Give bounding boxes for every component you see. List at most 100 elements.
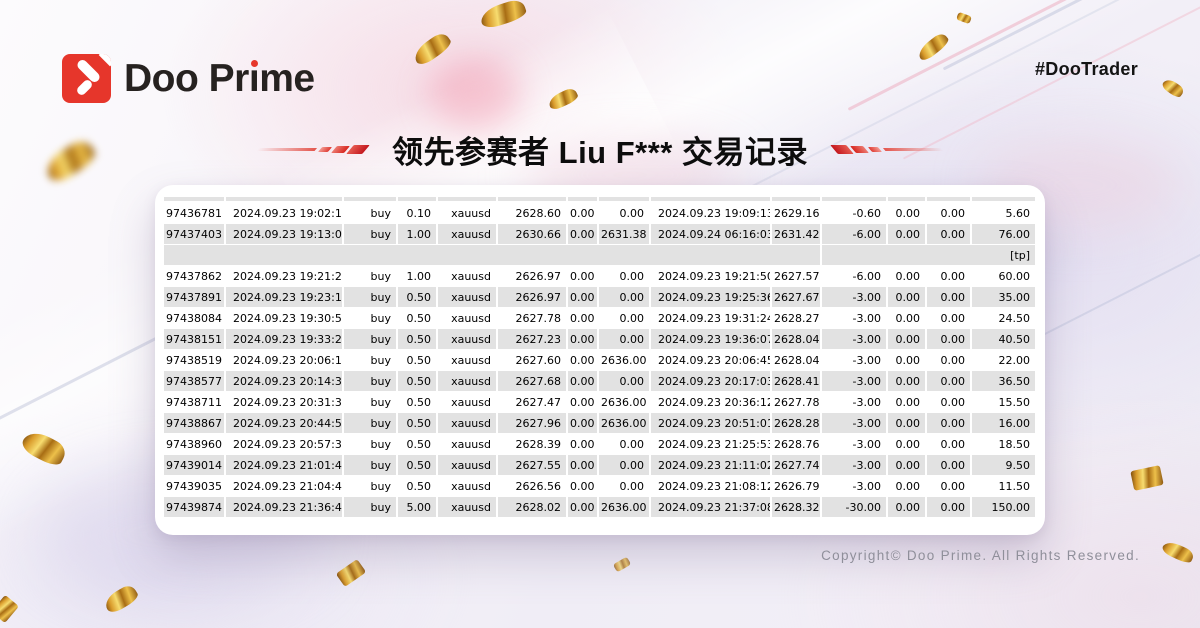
cell-close_time: 2024.09.23 19:31:24 — [650, 307, 772, 329]
cell-symbol: xauusd — [437, 307, 498, 329]
confetti-gold — [612, 556, 632, 573]
cell-taxes: 0.00 — [887, 391, 927, 413]
speed-lines-left-icon — [256, 138, 370, 162]
cell-sl: 0.00 — [567, 496, 599, 518]
comment-row-spacer — [164, 244, 822, 266]
confetti-gold — [546, 86, 580, 112]
wordmark-part: me — [259, 57, 315, 100]
cell-size: 0.50 — [397, 412, 438, 434]
cell-symbol: xauusd — [437, 433, 498, 455]
cell-commission: -3.00 — [821, 328, 888, 350]
cell-symbol: xauusd — [437, 391, 498, 413]
cell-taxes: 0.00 — [887, 454, 927, 476]
cell-open_price: 2627.60 — [497, 349, 568, 371]
cell-ticket: 97439035 — [164, 475, 226, 497]
table-row: 97437862 2024.09.23 19:21:22 buy 1.00 xauusd… — [164, 265, 1037, 287]
table-row: 97438711 2024.09.23 20:31:33 buy 0.50 xauusd… — [164, 391, 1037, 413]
cell-open_price: 2627.78 — [497, 307, 568, 329]
cell-profit: 76.00 — [971, 223, 1037, 245]
trade-table-body: 97436781 2024.09.23 19:02:17 buy 0.10 xauusd… — [164, 197, 1037, 518]
table-row: 97438519 2024.09.23 20:06:17 buy 0.50 xauusd… — [164, 349, 1037, 371]
cell-tp: 0.00 — [598, 328, 651, 350]
cell-close_price: 2629.16 — [771, 202, 822, 224]
cell-tp: 0.00 — [598, 454, 651, 476]
cell-size: 0.10 — [397, 202, 438, 224]
cell-ticket: 97438960 — [164, 433, 226, 455]
cell-type: buy — [343, 349, 398, 371]
cell-open_time: 2024.09.23 21:01:46 — [225, 454, 344, 476]
cell-profit: 60.00 — [971, 265, 1037, 287]
cell-size: 5.00 — [397, 496, 438, 518]
cell-sl: 0.00 — [567, 454, 599, 476]
cell-sl: 0.00 — [567, 286, 599, 308]
cell-type: buy — [343, 412, 398, 434]
cell-sl: 0.00 — [567, 412, 599, 434]
cell-open_price: 2627.96 — [497, 412, 568, 434]
cell-size: 0.50 — [397, 349, 438, 371]
cell-open_time: 2024.09.23 19:21:22 — [225, 265, 344, 287]
cell-tp: 2636.00 — [598, 496, 651, 518]
table-row: 97438577 2024.09.23 20:14:36 buy 0.50 xauusd… — [164, 370, 1037, 392]
confetti-gold — [1160, 538, 1196, 566]
wordmark-i: ı — [249, 57, 260, 100]
cell-profit: 40.50 — [971, 328, 1037, 350]
confetti-gold — [18, 427, 70, 469]
cell-close_time: 2024.09.23 20:51:01 — [650, 412, 772, 434]
table-row: 97436781 2024.09.23 19:02:17 buy 0.10 xauusd… — [164, 202, 1037, 224]
cell-type: buy — [343, 328, 398, 350]
cell-symbol: xauusd — [437, 370, 498, 392]
cell-open_time: 2024.09.23 20:06:17 — [225, 349, 344, 371]
cell-open_price: 2626.97 — [497, 265, 568, 287]
cell-close_price: 2628.76 — [771, 433, 822, 455]
cell-size: 0.50 — [397, 475, 438, 497]
cell-symbol: xauusd — [437, 349, 498, 371]
cell-taxes: 0.00 — [887, 328, 927, 350]
cell-type: buy — [343, 286, 398, 308]
cell-open_price: 2628.02 — [497, 496, 568, 518]
cell-profit: 35.00 — [971, 286, 1037, 308]
cell-type: buy — [343, 433, 398, 455]
cell-tp: 2636.00 — [598, 349, 651, 371]
order-comment-cell: [tp] — [821, 244, 1037, 266]
pink-glow — [430, 58, 520, 130]
cell-swap: 0.00 — [926, 202, 972, 224]
cell-open_time: 2024.09.23 19:23:11 — [225, 286, 344, 308]
cell-taxes: 0.00 — [887, 202, 927, 224]
confetti-gold — [335, 558, 367, 588]
table-row: 97438084 2024.09.23 19:30:58 buy 0.50 xauusd… — [164, 307, 1037, 329]
cell-profit: 24.50 — [971, 307, 1037, 329]
cell-profit: 15.50 — [971, 391, 1037, 413]
cell-open_time: 2024.09.23 20:44:50 — [225, 412, 344, 434]
cell-sl: 0.00 — [567, 370, 599, 392]
cell-swap: 0.00 — [926, 370, 972, 392]
cell-open_price: 2627.68 — [497, 370, 568, 392]
table-row: 97439014 2024.09.23 21:01:46 buy 0.50 xauusd… — [164, 454, 1037, 476]
table-row: 97437891 2024.09.23 19:23:11 buy 0.50 xauusd… — [164, 286, 1037, 308]
logo-dash — [75, 78, 94, 97]
cell-close_price: 2627.67 — [771, 286, 822, 308]
trade-table: 97436781 2024.09.23 19:02:17 buy 0.10 xauusd… — [164, 197, 1037, 518]
diagonal-line — [847, 0, 1200, 111]
cell-ticket: 97438151 — [164, 328, 226, 350]
cell-taxes: 0.00 — [887, 286, 927, 308]
cell-sl: 0.00 — [567, 202, 599, 224]
cell-size: 0.50 — [397, 328, 438, 350]
cell-tp: 0.00 — [598, 265, 651, 287]
cell-ticket: 97437403 — [164, 223, 226, 245]
cell-sl: 0.00 — [567, 265, 599, 287]
cell-taxes: 0.00 — [887, 349, 927, 371]
cell-open_time: 2024.09.23 19:13:04 — [225, 223, 344, 245]
cell-type: buy — [343, 265, 398, 287]
cell-tp: 2636.00 — [598, 391, 651, 413]
cell-commission: -3.00 — [821, 286, 888, 308]
cell-swap: 0.00 — [926, 307, 972, 329]
cell-symbol: xauusd — [437, 286, 498, 308]
cell-open_price: 2628.60 — [497, 202, 568, 224]
cell-commission: -3.00 — [821, 370, 888, 392]
table-row: 97438151 2024.09.23 19:33:23 buy 0.50 xauusd… — [164, 328, 1037, 350]
cell-commission: -3.00 — [821, 349, 888, 371]
cell-close_time: 2024.09.23 21:08:12 — [650, 475, 772, 497]
cell-size: 0.50 — [397, 391, 438, 413]
confetti-gold — [0, 594, 19, 624]
logo-corner-notch — [98, 54, 111, 67]
